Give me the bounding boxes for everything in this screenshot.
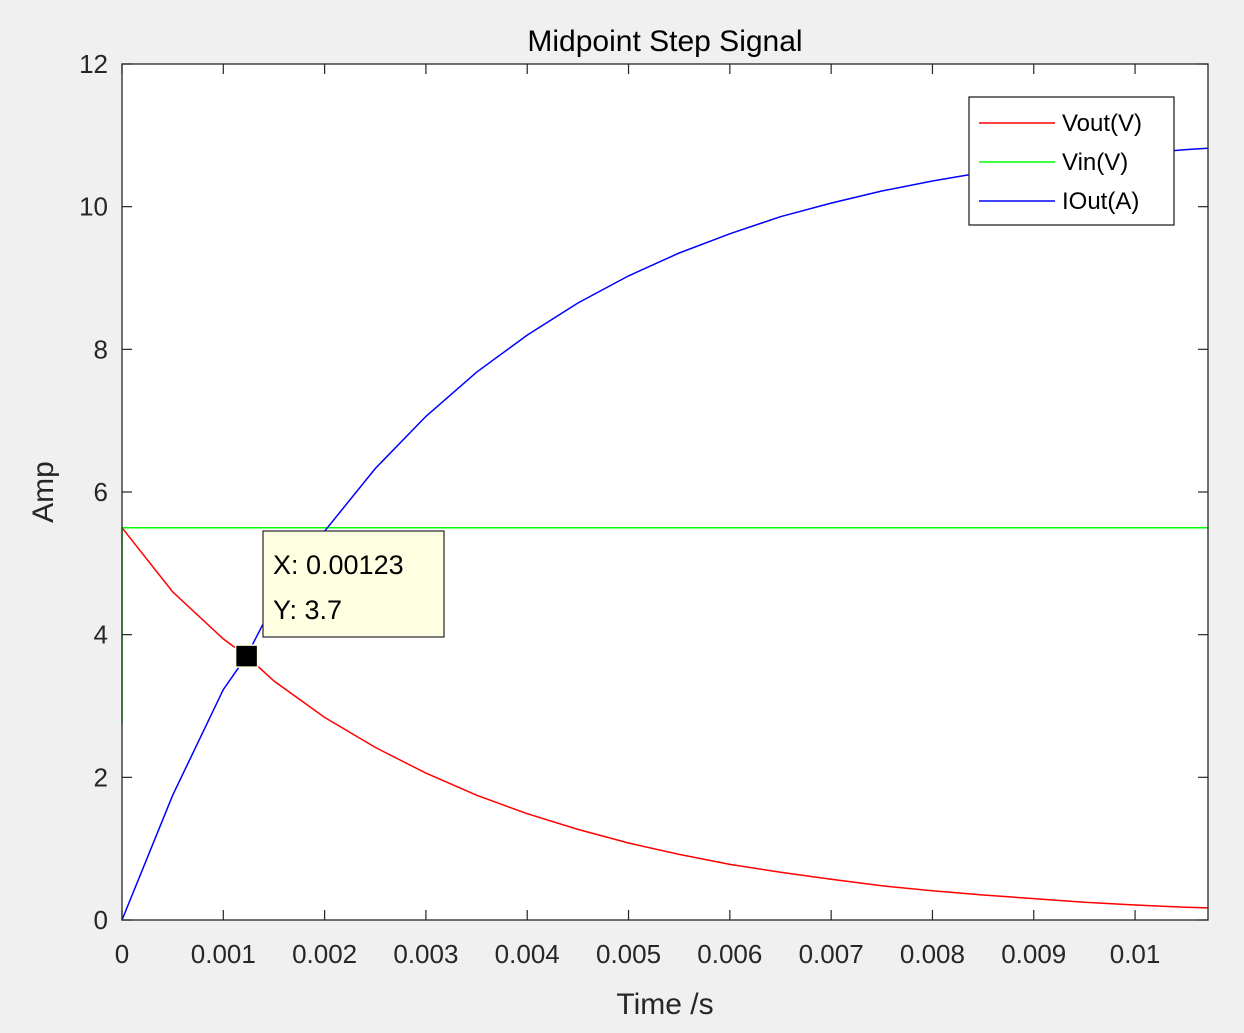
- y-tick-label: 0: [94, 905, 108, 935]
- x-tick-label: 0.004: [495, 939, 560, 969]
- x-tick-label: 0.005: [596, 939, 661, 969]
- chart-title: Midpoint Step Signal: [527, 25, 802, 58]
- legend-label-vin: Vin(V): [1062, 149, 1128, 176]
- data-tip-x: X: 0.00123: [273, 550, 404, 580]
- series-line-vout-v[interactable]: [121, 527, 1209, 909]
- x-tick-label: 0: [115, 939, 129, 969]
- legend[interactable]: Vout(V) Vin(V) IOut(A): [968, 96, 1175, 226]
- x-tick-label: 0.009: [1001, 939, 1066, 969]
- x-tick-label: 0.01: [1110, 939, 1161, 969]
- x-tick-label: 0.001: [191, 939, 256, 969]
- y-tick-label: 6: [94, 477, 108, 507]
- y-tick-label: 10: [79, 192, 108, 222]
- legend-label-iout: IOut(A): [1062, 188, 1139, 215]
- x-tick-label: 0.003: [393, 939, 458, 969]
- data-tip-marker[interactable]: [234, 644, 259, 668]
- legend-box: [968, 96, 1175, 226]
- y-tick-label: 4: [94, 620, 108, 650]
- x-tick-label: 0.008: [900, 939, 965, 969]
- data-tip-box: [262, 530, 445, 638]
- x-axis-ticks: 0 0.001 0.002 0.003 0.004 0.005 0.006 0.007 0.00…: [115, 64, 1161, 969]
- x-tick-label: 0.002: [292, 939, 357, 969]
- y-tick-label: 12: [79, 49, 108, 79]
- y-tick-label: 8: [94, 334, 108, 364]
- y-axis-label: Amp: [27, 461, 60, 523]
- x-tick-label: 0.006: [697, 939, 762, 969]
- y-axis-ticks: 0 2 4 6 8 10 12: [79, 49, 1208, 935]
- data-tip-y: Y: 3.7: [273, 595, 342, 625]
- x-tick-label: 0.007: [799, 939, 864, 969]
- y-tick-label: 2: [94, 762, 108, 792]
- legend-label-vout: Vout(V): [1062, 110, 1142, 137]
- data-tip[interactable]: X: 0.00123 Y: 3.7: [234, 530, 445, 668]
- x-axis-label: Time /s: [616, 988, 713, 1021]
